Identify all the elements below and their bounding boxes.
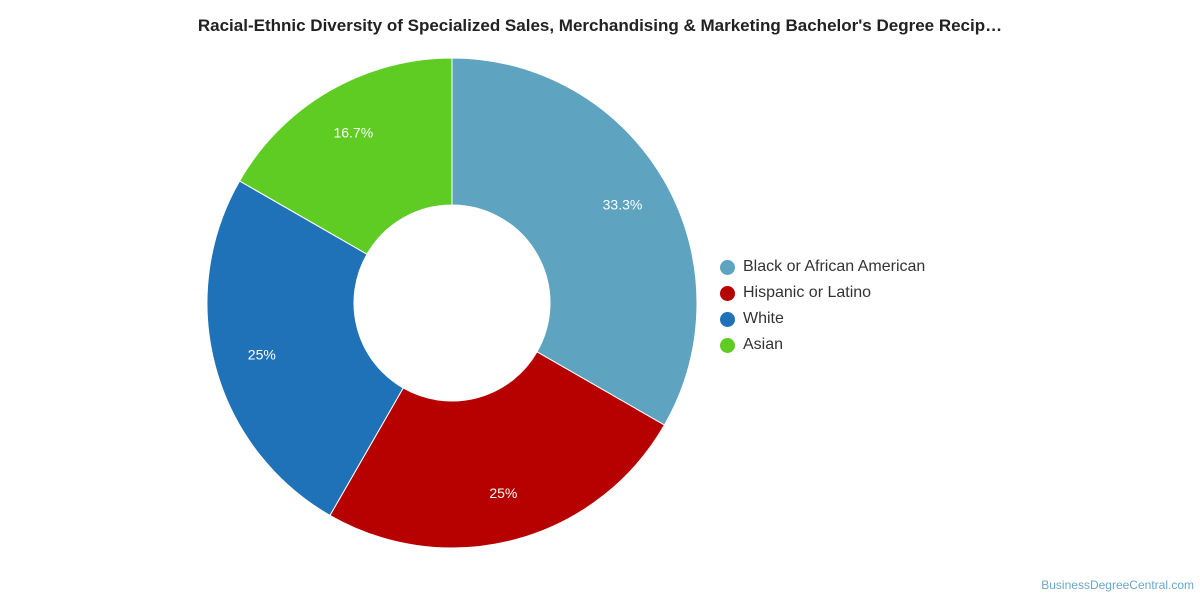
legend-label: White [743,310,784,327]
slice-data-label: 16.7% [333,124,373,140]
slice-data-label: 25% [489,485,517,501]
donut-slice-white[interactable] [206,180,404,517]
slice-data-label: 33.3% [603,196,643,212]
legend: Black or African American Hispanic or La… [720,254,925,358]
legend-label: Asian [743,336,784,353]
legend-marker-icon [720,259,735,275]
legend-label: Black or African American [743,258,926,275]
donut-slice-black-or-african-american[interactable] [451,57,698,426]
donut-slice-hispanic-or-latino[interactable] [329,351,666,549]
donut-slice-asian[interactable] [238,57,453,255]
legend-item-hispanic-or-latino[interactable]: Hispanic or Latino [720,280,925,306]
legend-marker-icon [720,285,735,301]
slice-data-label: 25% [248,346,276,362]
legend-label: Hispanic or Latino [743,284,872,301]
legend-item-black-or-african-american[interactable]: Black or African American [720,254,925,280]
legend-marker-icon [720,337,735,353]
chart-title: Racial-Ethnic Diversity of Specialized S… [197,16,1003,35]
legend-item-asian[interactable]: Asian [720,332,925,358]
legend-item-white[interactable]: White [720,306,925,332]
watermark: BusinessDegreeCentral.com [1041,578,1194,592]
legend-marker-icon [720,311,735,327]
